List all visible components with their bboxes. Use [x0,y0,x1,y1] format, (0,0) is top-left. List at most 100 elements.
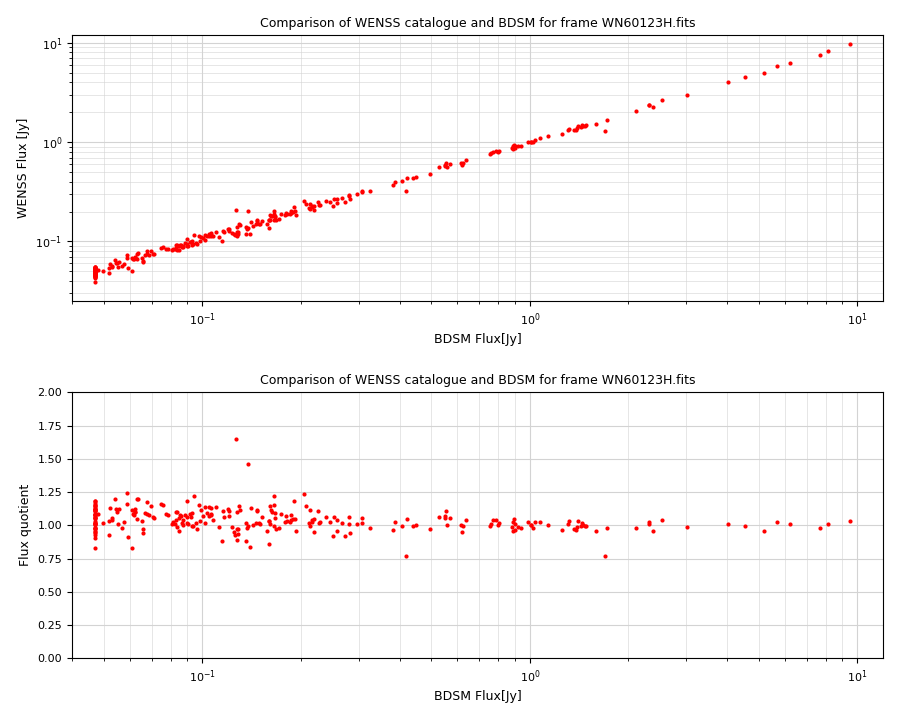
Point [194,504,208,516]
Point [120,252,134,264]
Point [262,214,276,225]
Point [87,270,102,282]
Point [204,228,219,239]
Point [130,493,144,505]
Point [228,229,242,240]
Point [197,518,211,529]
Point [443,158,457,170]
Point [821,518,835,530]
Point [87,517,102,528]
Point [263,215,277,226]
Point [239,517,254,528]
Point [571,516,585,527]
Point [87,262,102,274]
Point [87,525,102,536]
Point [341,189,356,200]
Point [770,60,784,72]
Point [302,521,317,532]
Point [274,208,288,220]
Point [87,512,102,523]
Point [183,236,197,248]
Point [524,136,538,148]
Point [111,518,125,530]
Point [813,49,827,60]
Point [437,512,452,523]
Point [240,223,255,235]
Point [87,262,102,274]
Point [459,154,473,166]
Point [437,510,452,522]
Point [108,254,122,266]
Point [628,523,643,534]
Point [483,148,498,159]
Point [232,500,247,512]
Point [120,498,134,510]
Point [307,526,321,538]
Point [310,197,325,208]
Point [176,242,190,253]
Point [115,261,130,272]
Point [87,518,102,529]
Point [196,233,211,244]
Point [843,38,858,50]
Point [459,515,473,526]
Point [259,218,274,230]
Point [87,518,102,529]
Point [111,261,125,272]
Point [202,501,217,513]
Point [125,504,140,516]
Point [533,516,547,528]
Point [388,176,402,188]
Point [87,264,102,275]
Point [141,510,156,521]
Point [138,507,152,518]
Point [128,252,142,264]
Point [87,266,102,277]
Point [103,503,117,514]
Point [265,210,279,222]
Point [167,243,182,255]
Point [329,193,344,204]
Point [170,244,184,256]
Point [251,218,266,230]
Point [643,518,657,530]
Point [198,230,212,241]
Point [645,101,660,112]
Point [262,515,276,526]
Point [504,143,518,154]
Point [87,509,102,521]
Point [575,517,590,528]
Point [180,495,194,506]
Point [87,268,102,279]
Point [589,118,603,130]
Point [400,172,414,184]
Point [251,517,266,528]
Point [569,124,583,135]
Point [230,228,245,240]
Title: Comparison of WENSS catalogue and BDSM for frame WN60123H.fits: Comparison of WENSS catalogue and BDSM f… [260,17,696,30]
Point [169,240,184,251]
Point [255,511,269,523]
Point [169,240,184,251]
Point [203,230,218,241]
Point [172,240,186,252]
Point [280,516,294,527]
Point [268,523,283,534]
Point [342,518,356,530]
Point [575,120,590,131]
Point [526,136,540,148]
Point [491,519,506,531]
Point [87,518,102,529]
Point [232,219,247,230]
Point [87,518,102,530]
Point [87,512,102,523]
Point [87,513,102,524]
Point [87,265,102,276]
Point [87,269,102,281]
Point [227,228,241,240]
Point [230,230,244,242]
Point [533,132,547,144]
Point [87,268,102,279]
Point [87,268,102,279]
Point [176,517,190,528]
